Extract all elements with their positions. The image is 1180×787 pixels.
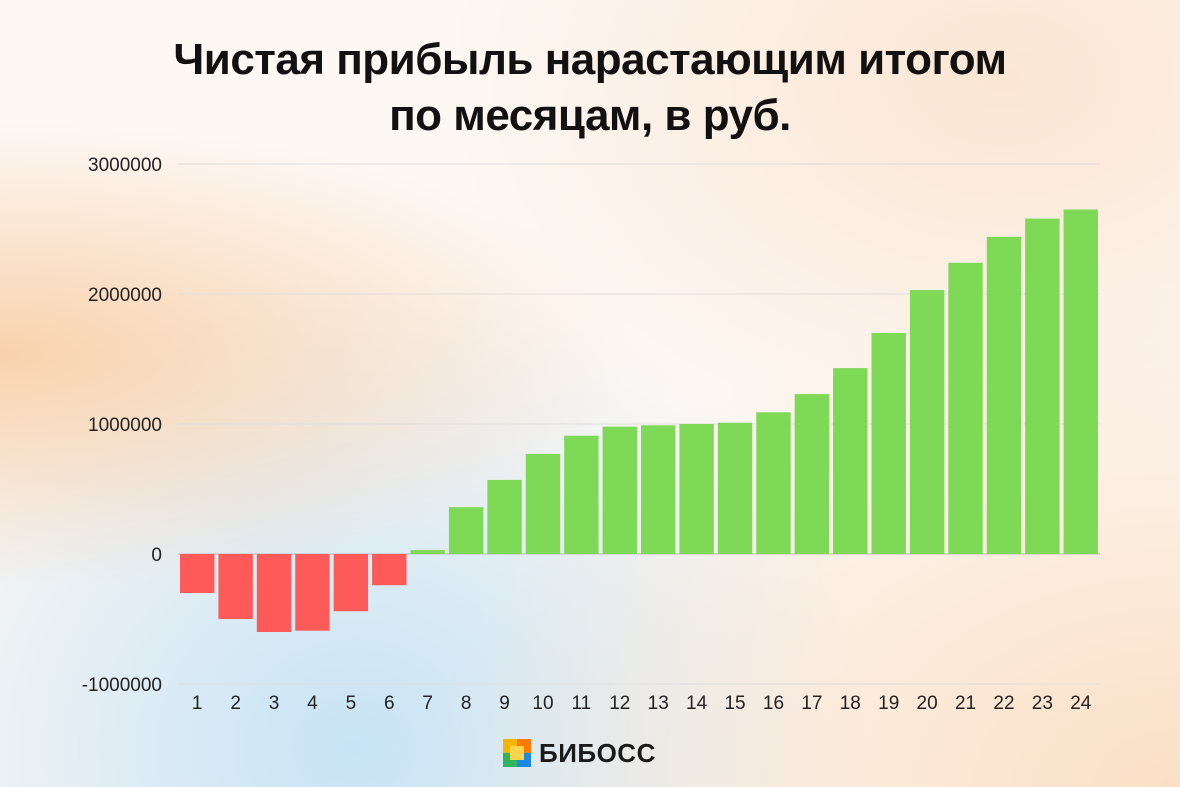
bar xyxy=(756,412,791,554)
x-tick-label: 5 xyxy=(346,693,357,714)
bar xyxy=(602,426,637,554)
x-tick-label: 14 xyxy=(686,693,708,714)
bar xyxy=(833,368,868,554)
x-tick-label: 13 xyxy=(648,693,669,714)
bar xyxy=(372,554,407,586)
brand-logo: БИБОСС xyxy=(503,738,656,768)
x-tick-label: 17 xyxy=(801,693,822,714)
bar xyxy=(295,554,330,631)
bar xyxy=(948,262,983,554)
x-tick-label: 11 xyxy=(572,693,592,714)
y-tick-label: 3000000 xyxy=(88,155,162,176)
x-tick-label: 4 xyxy=(307,693,318,714)
x-tick-label: 18 xyxy=(840,693,861,714)
x-tick-label: 23 xyxy=(1032,693,1053,714)
bar xyxy=(717,422,753,554)
bar xyxy=(525,453,561,554)
x-tick-label: 3 xyxy=(269,693,280,714)
bar xyxy=(487,479,522,554)
bar xyxy=(564,435,599,554)
x-tick-label: 21 xyxy=(955,693,976,714)
y-tick-label: 0 xyxy=(151,545,162,566)
x-tick-label: 15 xyxy=(724,693,745,714)
chart-title: Чистая прибыль нарастающим итогом по мес… xyxy=(0,32,1180,144)
bar xyxy=(909,290,945,554)
bar xyxy=(1063,209,1098,554)
bar xyxy=(679,424,714,554)
bar xyxy=(794,394,830,554)
x-tick-label: 22 xyxy=(993,693,1014,714)
bar xyxy=(1025,218,1060,554)
x-tick-label: 2 xyxy=(230,693,241,714)
x-tick-label: 20 xyxy=(917,693,938,714)
bar xyxy=(871,333,906,554)
bar xyxy=(641,425,676,554)
x-tick-label: 10 xyxy=(532,693,553,714)
x-tick-label: 16 xyxy=(763,693,784,714)
x-tick-label: 1 xyxy=(192,693,203,714)
x-tick-label: 9 xyxy=(499,693,510,714)
bar xyxy=(218,554,253,619)
x-tick-label: 24 xyxy=(1070,693,1092,714)
x-tick-label: 8 xyxy=(461,693,472,714)
y-tick-label: 1000000 xyxy=(88,415,162,436)
bar xyxy=(180,554,215,593)
brand-name: БИБОСС xyxy=(539,737,656,768)
bar xyxy=(333,554,369,612)
x-tick-label: 19 xyxy=(878,693,899,714)
y-tick-label: -1000000 xyxy=(82,675,162,696)
x-tick-label: 7 xyxy=(422,693,433,714)
bar xyxy=(410,550,445,554)
bar xyxy=(986,236,1022,555)
x-tick-label: 12 xyxy=(609,693,630,714)
bar xyxy=(448,507,484,554)
bar xyxy=(256,554,292,632)
chart-title-line-1: Чистая прибыль нарастающим итогом xyxy=(173,35,1007,84)
y-tick-label: 2000000 xyxy=(88,285,162,306)
bibocc-logo-icon xyxy=(503,739,531,767)
x-tick-label: 6 xyxy=(384,693,395,714)
chart-title-line-2: по месяцам, в руб. xyxy=(389,91,791,140)
